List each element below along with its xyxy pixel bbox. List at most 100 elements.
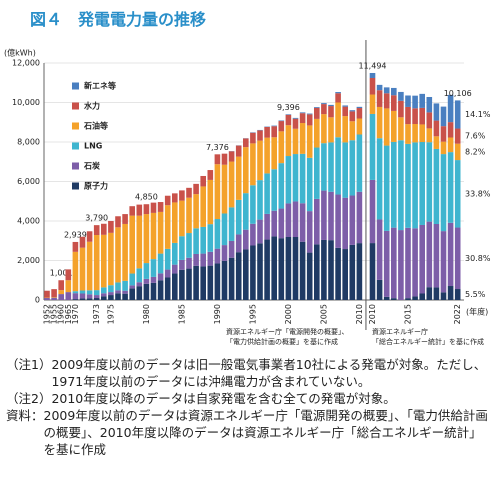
bar-segment	[299, 123, 306, 154]
bar-segment	[172, 264, 178, 274]
bar-segment	[391, 141, 397, 228]
total-label: 2,939	[64, 230, 87, 239]
bar-segment	[342, 142, 348, 198]
bar-segment	[412, 95, 418, 109]
bar-segment	[433, 136, 440, 149]
bar-segment	[328, 106, 334, 118]
bar-segment	[278, 120, 285, 122]
bar-segment	[278, 121, 285, 132]
bar-segment	[335, 137, 341, 195]
x-tick-label: 1995	[248, 304, 257, 324]
bar-segment	[257, 130, 263, 141]
bar-segment	[383, 230, 390, 297]
bar-segment	[108, 292, 114, 296]
x-tick-label: 1985	[177, 304, 186, 324]
bar-segment	[157, 280, 164, 300]
bar-segment	[157, 202, 164, 212]
bar-segment	[243, 147, 249, 194]
bar-segment	[321, 143, 327, 191]
note-label: 資料：	[6, 408, 44, 423]
source-note: 資源エネルギー庁「電源開発の概要」、	[226, 327, 349, 336]
bar-segment	[383, 93, 390, 109]
bar-segment	[228, 161, 235, 208]
bar-segment	[115, 227, 121, 283]
note-text: 2009年度以前のデータは資源エネルギー庁「電源開発の概要」、「電力供給計画の概…	[43, 408, 488, 457]
bar-segment	[376, 84, 383, 91]
share-label: 33.8%	[465, 189, 491, 198]
bar-segment	[193, 265, 199, 300]
bar-segment	[447, 286, 454, 300]
bar-segment	[447, 222, 454, 287]
bar-segment	[207, 170, 214, 180]
bar-segment	[143, 214, 150, 264]
bar-segment	[426, 287, 433, 300]
bar-segment	[136, 215, 143, 269]
bar-segment	[243, 229, 249, 250]
bar-segment	[278, 208, 285, 239]
total-label: 7,376	[206, 143, 229, 152]
bar-segment	[299, 153, 306, 204]
bar-segment	[356, 243, 363, 300]
bar-segment	[299, 241, 306, 300]
bar-segment	[44, 290, 50, 298]
total-label: 1,001	[50, 269, 73, 278]
bar-segment	[440, 106, 447, 127]
bar-segment	[193, 253, 199, 266]
total-label: 3,790	[85, 214, 108, 223]
bar-segment	[235, 199, 242, 235]
legend-marker	[72, 162, 79, 170]
bar-segment	[454, 100, 461, 129]
x-tick-label: 1952	[43, 304, 52, 324]
bar-segment	[454, 143, 461, 161]
bar-segment	[221, 213, 228, 246]
bar-segment	[129, 285, 135, 289]
bar-segment	[65, 280, 72, 293]
y-tick-label: 8,000	[17, 138, 40, 147]
bar-segment	[228, 240, 235, 258]
bar-segment	[447, 122, 454, 138]
bar-segment	[440, 231, 447, 293]
bar-segment	[419, 93, 425, 108]
bar-segment	[79, 247, 86, 291]
bar-segment	[440, 292, 447, 300]
bar-segment	[447, 152, 454, 223]
bar-segment	[271, 125, 277, 127]
bar-segment	[193, 228, 199, 254]
bar-segment	[433, 148, 440, 225]
legend-marker	[72, 122, 79, 130]
bar-segment	[398, 140, 404, 231]
bar-segment	[143, 278, 150, 284]
bar-segment	[228, 207, 235, 241]
bar-segment	[257, 140, 263, 181]
bar-segment	[278, 163, 285, 209]
bar-segment	[86, 290, 93, 295]
bar-segment	[314, 244, 320, 300]
bar-segment	[412, 124, 418, 143]
legend-marker	[72, 82, 79, 90]
x-tick-label: 1955	[50, 304, 59, 324]
bar-segment	[426, 112, 433, 129]
bar-segment	[376, 138, 383, 220]
share-label: 5.5%	[465, 290, 486, 299]
bar-segment	[79, 293, 86, 299]
bar-segment	[172, 202, 178, 243]
bar-segment	[250, 132, 256, 144]
bar-segment	[250, 185, 256, 224]
y-tick-label: 10,000	[12, 98, 40, 107]
bar-segment	[179, 259, 185, 270]
bar-segment	[342, 197, 348, 250]
bar-segment	[405, 143, 411, 228]
bar-segment	[79, 290, 86, 294]
note-label: （注2）	[6, 391, 52, 406]
bar-segment	[299, 112, 306, 114]
bar-segment	[419, 293, 425, 300]
bar-segment	[440, 154, 447, 232]
bar-segment	[200, 253, 206, 267]
bar-segment	[419, 107, 425, 125]
bar-segment	[193, 183, 199, 195]
bar-segment	[51, 297, 57, 298]
bar-segment	[115, 282, 121, 291]
bar-segment	[285, 156, 292, 204]
bar-segment	[101, 293, 107, 297]
y-tick-label: 0	[35, 296, 40, 305]
